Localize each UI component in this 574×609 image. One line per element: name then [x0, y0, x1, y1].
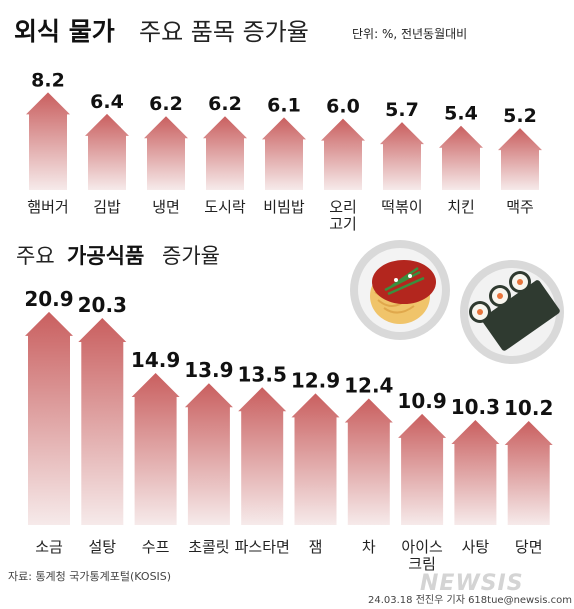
kimbap-plate-illustration [460, 260, 564, 364]
value-label: 6.4 [90, 91, 124, 113]
bar-arrow [291, 393, 340, 525]
newsis-logo: NEWSIS [420, 571, 524, 596]
value-label: 6.0 [326, 96, 360, 118]
section2-suffix: 증가율 [162, 244, 220, 268]
chart-title-rest: 주요 품목 증가율 [139, 18, 309, 46]
category-label: 아이스 [401, 538, 443, 556]
bar-arrow [78, 317, 127, 525]
category-label: 크림 [408, 555, 436, 573]
category-label: 고기 [329, 215, 357, 233]
category-label: 도시락 [204, 198, 246, 216]
bar-arrow [25, 311, 73, 525]
bar-arrow [321, 118, 365, 190]
value-label: 14.9 [131, 348, 180, 372]
value-label: 10.3 [451, 395, 500, 419]
category-label: 사탕 [462, 538, 490, 556]
category-label: 당면 [515, 538, 543, 556]
value-label: 10.2 [504, 396, 553, 420]
category-label: 수프 [142, 538, 170, 556]
category-label: 비빔밥 [263, 198, 305, 216]
bar-arrow [380, 122, 424, 190]
category-label: 초콜릿 [188, 538, 229, 556]
bar-arrow [498, 128, 542, 190]
value-label: 13.5 [238, 362, 287, 386]
value-label: 10.9 [397, 389, 446, 413]
bar-arrow [85, 113, 129, 190]
value-label: 5.4 [444, 103, 478, 125]
bar-arrow [238, 387, 287, 525]
category-label: 잼 [309, 538, 323, 556]
category-label: 오리 [329, 198, 357, 216]
value-label: 6.2 [149, 93, 183, 115]
bar-arrow [451, 419, 500, 525]
bar-arrow [203, 116, 247, 190]
value-label: 13.9 [184, 358, 233, 382]
noodle-bowl-illustration [350, 240, 450, 340]
bar-arrow [131, 373, 180, 525]
value-label: 20.3 [78, 293, 127, 317]
value-label: 12.4 [344, 374, 393, 398]
bar-arrow [184, 383, 233, 525]
source-note: 자료: 통계청 국가통계포털(KOSIS) [8, 570, 171, 583]
value-label: 6.2 [208, 93, 242, 115]
value-label: 6.1 [267, 94, 301, 116]
credit-line: 24.03.18 전진우 기자 618tue@newsis.com [368, 594, 572, 606]
category-label: 치킨 [447, 198, 475, 216]
bar-arrow [344, 398, 393, 525]
value-label: 12.9 [291, 368, 340, 392]
bar-arrow [439, 125, 483, 190]
category-label: 소금 [35, 538, 63, 556]
bar-arrow [144, 116, 188, 190]
section2-prefix: 주요 [16, 244, 55, 268]
value-label: 8.2 [31, 69, 65, 91]
unit-label: 단위: %, 전년동월대비 [352, 27, 467, 41]
category-label: 맥주 [506, 198, 534, 216]
bar-arrow [398, 413, 447, 525]
category-label: 파스타면 [235, 538, 290, 556]
value-label: 20.9 [24, 287, 73, 311]
value-label: 5.2 [503, 105, 537, 127]
category-label: 설탕 [88, 538, 116, 556]
value-label: 5.7 [385, 99, 419, 121]
chart-title-bold: 외식 물가 [14, 17, 115, 46]
bar-arrow [504, 420, 553, 525]
bar-arrow [26, 92, 70, 190]
category-label: 햄버거 [27, 198, 68, 216]
category-label: 떡볶이 [381, 198, 422, 216]
section2-bold: 가공식품 [67, 244, 144, 268]
processed-food-chart: 20.9 소금 20.3 설탕 14.9 수프 13.9 초콜릿 13.5 파스타면 12.9 잼 12… [24, 287, 553, 573]
bar-arrow [262, 117, 306, 190]
category-label: 김밥 [93, 198, 121, 216]
category-label: 차 [362, 538, 376, 556]
category-label: 냉면 [152, 198, 180, 216]
